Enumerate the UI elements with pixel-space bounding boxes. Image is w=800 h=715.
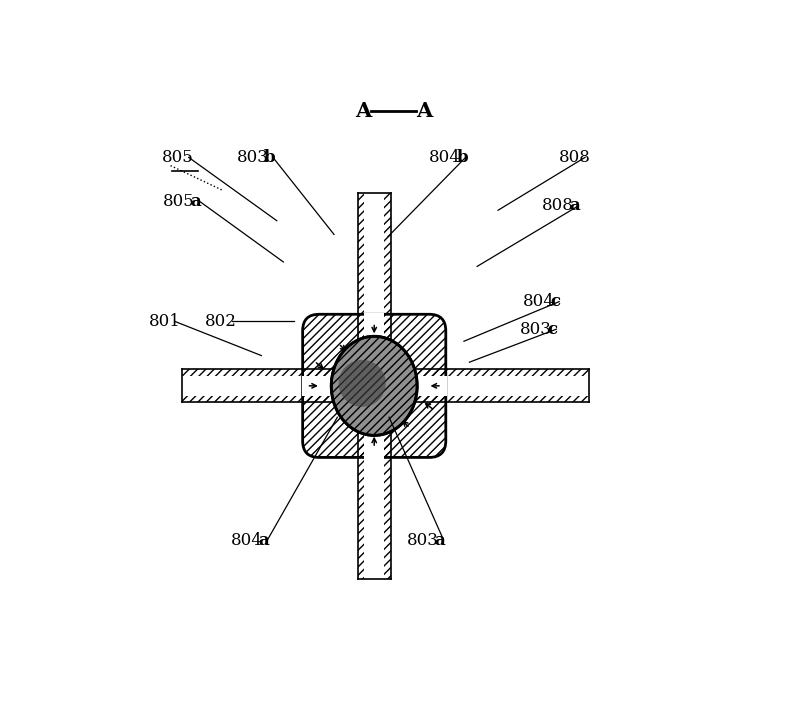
Text: 803: 803 [520,320,552,337]
Text: a: a [434,531,446,548]
Text: a: a [570,197,580,214]
Bar [358,193,364,315]
Bar [384,458,390,578]
Text: A: A [416,101,432,121]
Bar [302,370,446,376]
Text: 804: 804 [430,149,461,166]
Bar [384,193,390,315]
Bar [182,370,302,403]
Text: c: c [550,293,560,310]
FancyBboxPatch shape [302,315,446,458]
Bar [446,370,589,376]
Text: 803: 803 [237,149,269,166]
Bar [384,315,390,458]
Text: 801: 801 [149,313,180,330]
Bar [302,376,447,396]
Bar [364,313,384,458]
Ellipse shape [331,336,417,435]
Bar [358,458,390,578]
Bar [302,396,446,403]
Text: 803: 803 [407,531,439,548]
Text: c: c [547,320,558,337]
Text: 805: 805 [163,193,195,210]
Bar [446,370,589,403]
Text: a: a [258,531,269,548]
Ellipse shape [338,360,386,407]
Bar [358,193,390,315]
Text: b: b [457,149,468,166]
Text: 802: 802 [205,313,237,330]
Bar [182,370,302,376]
Bar [446,396,589,403]
Text: 804: 804 [523,293,554,310]
Text: 808: 808 [558,149,590,166]
Text: 805: 805 [162,149,194,166]
Bar [358,315,364,458]
Bar [358,458,364,578]
Text: a: a [190,193,202,210]
Text: A: A [355,101,371,121]
Text: 808: 808 [542,197,574,214]
Bar [182,396,302,403]
Text: b: b [264,149,275,166]
Text: 804: 804 [231,531,263,548]
